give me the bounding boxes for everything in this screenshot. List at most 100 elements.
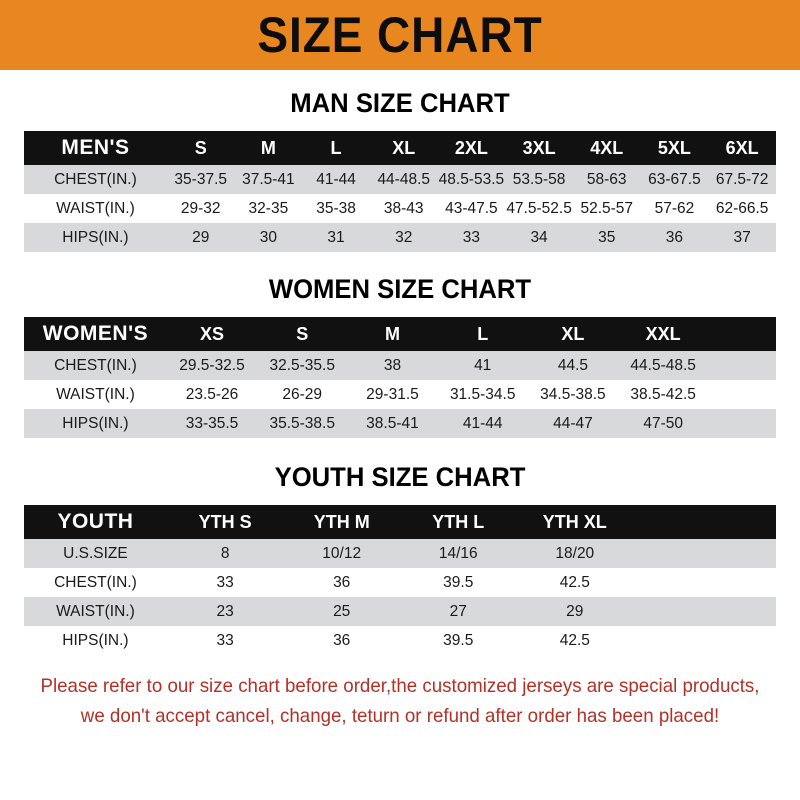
table-cell: 14/16 [438,544,478,562]
table-row: HIPS(IN.) 33 36 39.5 42.5 [24,626,776,655]
section-title-man: MAN SIZE CHART [290,88,510,118]
table-cell: 29-31.5 [366,385,419,403]
section-youth: YOUTH SIZE CHART YOUTH YTH S YTH M YTH L YTH… [0,438,800,655]
man-size-header-xl: XL [392,137,416,158]
youth-header-row: YOUTH YTH S YTH M YTH L YTH XL [24,505,776,539]
table-row: WAIST(IN.) 23 25 27 29 [24,597,776,626]
table-cell: 44-48.5 [377,170,431,188]
footer-disclaimer: Please refer to our size chart before or… [15,655,785,731]
table-wrap-women: WOMEN'S XS S M L XL XXL CHEST(IN.) 29.5-32.5 32.5… [24,317,776,438]
table-cell: 42.5 [559,631,590,649]
man-size-header-6xl: 6XL [725,137,759,158]
women-size-header-s: S [296,323,309,344]
table-cell: 32 [395,228,413,246]
table-cell: 41-44 [462,414,503,432]
table-cell: 67.5-72 [715,170,769,188]
youth-size-header-yth-s: YTH S [198,511,252,532]
table-cell: 29 [192,228,210,246]
table-cell: 38 [383,356,402,374]
women-header-row: WOMEN'S XS S M L XL XXL [24,317,776,351]
table-cell-filler [708,409,776,438]
table-cell: 29.5-32.5 [179,356,245,374]
man-size-header-2xl: 2XL [454,137,488,158]
table-cell: 58-63 [586,170,627,188]
table-cell-filler [633,539,776,568]
table-cell: 25 [333,602,351,620]
women-size-header-xl: XL [561,323,585,344]
page-title: SIZE CHART [257,7,543,63]
youth-table-body: YOUTH YTH S YTH M YTH L YTH XL U.S.SIZE 8 10/12… [24,505,776,655]
table-cell: 47-50 [643,414,683,432]
table-cell: 31.5-34.5 [449,385,516,403]
table-cell: 32-35 [248,199,289,217]
table-wrap-youth: YOUTH YTH S YTH M YTH L YTH XL U.S.SIZE 8 10/12… [24,505,776,655]
page-banner: SIZE CHART [0,0,800,70]
table-cell: 35 [598,228,616,246]
table-cell: 33 [216,631,234,649]
table-cell: 36 [333,573,351,591]
table-cell: 30 [259,228,277,246]
section-title-youth: YOUTH SIZE CHART [274,462,526,492]
table-cell: 38.5-41 [366,414,419,432]
youth-row-label-0: U.S.SIZE [63,544,128,562]
table-row: WAIST(IN.) 23.5-26 26-29 29-31.5 31.5-34.5 34… [24,380,776,409]
table-cell: 52.5-57 [580,199,634,217]
table-row: CHEST(IN.) 35-37.5 37.5-41 41-44 44-48.5 48.5… [24,165,776,194]
table-cell: 23.5-26 [185,385,239,403]
man-size-table: MEN'S S M L XL 2XL 3XL 4XL 5XL 6XL CHEST(IN.) 35-37… [24,131,776,252]
table-cell: 63-67.5 [648,170,701,188]
table-cell: 35-38 [316,199,356,217]
section-man: MAN SIZE CHART MEN'S S M L XL 2XL 3XL 4XL 5XL 6XL… [0,70,800,252]
table-row: CHEST(IN.) 33 36 39.5 42.5 [24,568,776,597]
table-cell: 41-44 [316,170,356,188]
table-cell: 31 [327,228,345,246]
table-cell: 36 [665,228,684,246]
table-cell-filler [633,568,776,597]
table-cell: 39.5 [443,631,474,649]
man-corner-label: MEN'S [61,136,130,159]
women-corner-label: WOMEN'S [42,322,149,345]
man-header-row: MEN'S S M L XL 2XL 3XL 4XL 5XL 6XL [24,131,776,165]
youth-header-filler [633,505,776,539]
table-row: HIPS(IN.) 29 30 31 32 33 34 35 36 37 [24,223,776,252]
table-cell: 38.5-42.5 [630,385,696,403]
man-size-header-3xl: 3XL [522,137,556,158]
table-cell-filler [633,597,776,626]
women-size-header-xs: XS [199,323,224,344]
table-cell: 32.5-35.5 [269,356,335,374]
man-size-header-s: S [194,137,207,158]
table-cell: 43-47.5 [445,199,498,217]
table-cell: 44-47 [553,414,593,432]
table-cell: 35.5-38.5 [269,414,335,432]
man-row-label-0: CHEST(IN.) [54,170,137,188]
table-wrap-man: MEN'S S M L XL 2XL 3XL 4XL 5XL 6XL CHEST(IN.) 35-37… [24,131,776,252]
table-cell-filler [633,626,776,655]
man-table-body: MEN'S S M L XL 2XL 3XL 4XL 5XL 6XL CHEST(IN.) 35-37… [24,131,776,252]
section-women: WOMEN SIZE CHART WOMEN'S XS S M L XL XXL CHEST(… [0,252,800,438]
table-cell: 37 [733,228,751,246]
table-cell: 44.5-48.5 [630,356,696,374]
table-cell: 47.5-52.5 [506,199,572,217]
table-row: U.S.SIZE 8 10/12 14/16 18/20 [24,539,776,568]
table-cell: 34.5-38.5 [540,385,606,403]
table-cell: 33-35.5 [185,414,239,432]
table-cell: 18/20 [555,544,595,562]
man-size-header-m: M [260,137,276,158]
women-row-label-1: WAIST(IN.) [56,385,135,403]
women-size-header-l: L [477,323,489,344]
youth-row-label-3: HIPS(IN.) [62,631,129,649]
section-title-women: WOMEN SIZE CHART [268,274,532,304]
table-cell-filler [708,351,776,380]
table-cell: 44.5 [557,356,589,374]
youth-size-header-yth-m: YTH M [313,511,370,532]
table-cell: 42.5 [559,573,590,591]
table-cell: 53.5-58 [512,170,566,188]
women-row-label-2: HIPS(IN.) [62,414,129,432]
table-cell: 8 [220,544,230,562]
table-cell: 23 [216,602,234,620]
women-size-header-m: M [384,323,400,344]
table-row: WAIST(IN.) 29-32 32-35 35-38 38-43 43-47.5 47.… [24,194,776,223]
table-cell: 10/12 [322,544,362,562]
youth-size-header-yth-xl: YTH XL [542,511,607,532]
youth-size-table: YOUTH YTH S YTH M YTH L YTH XL U.S.SIZE 8 10/12… [24,505,776,655]
